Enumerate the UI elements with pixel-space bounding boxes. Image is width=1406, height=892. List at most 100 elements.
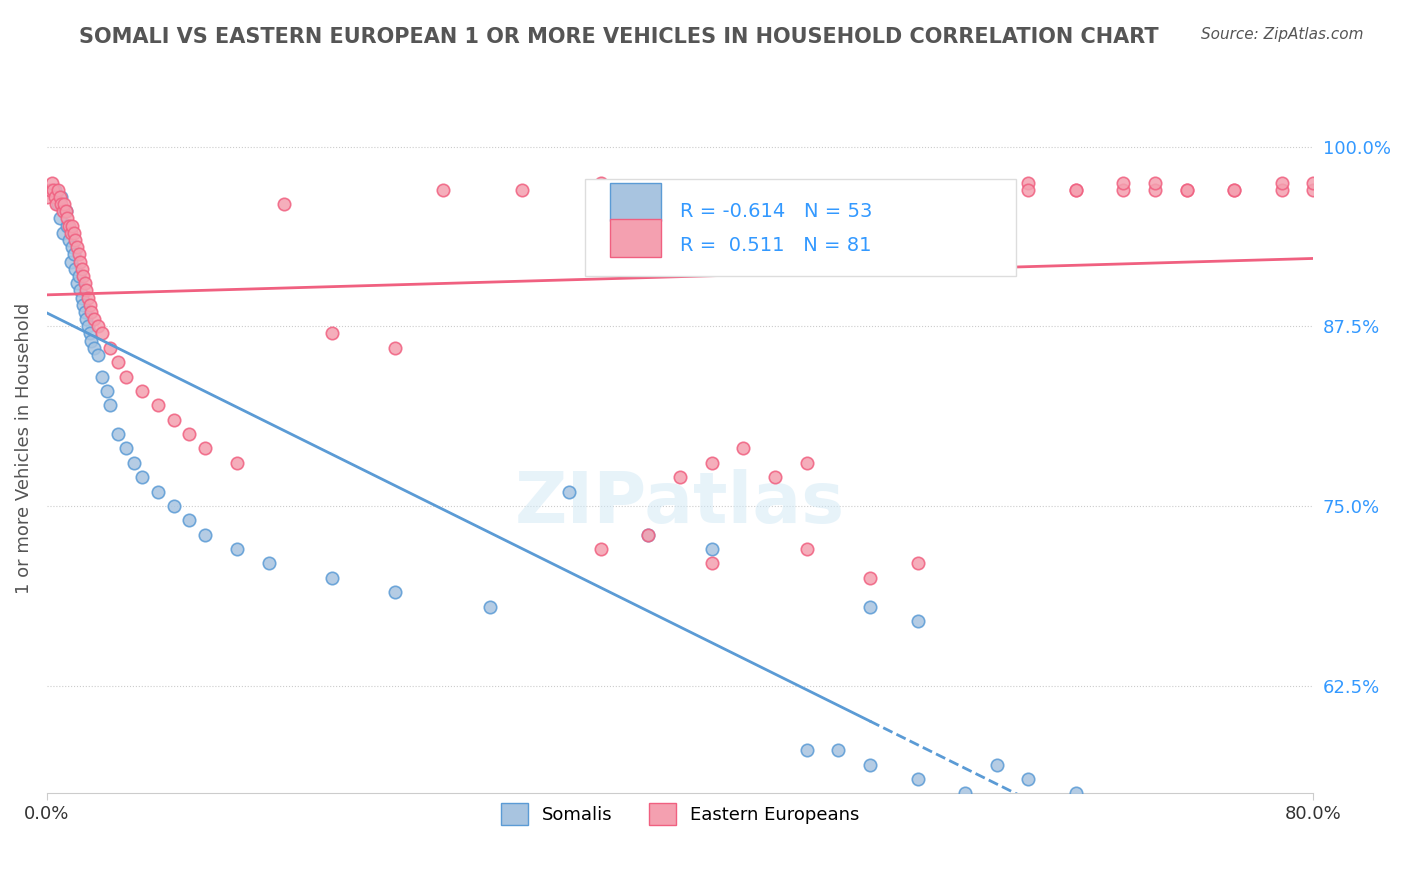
Point <box>194 527 217 541</box>
Point <box>98 341 121 355</box>
Point <box>39 183 62 197</box>
Point <box>49 190 72 204</box>
Point <box>1271 183 1294 197</box>
Point <box>48 190 70 204</box>
Point <box>733 442 755 456</box>
Point <box>55 204 77 219</box>
Point <box>953 183 976 197</box>
Point <box>52 226 75 240</box>
Point <box>107 427 129 442</box>
Point <box>60 240 83 254</box>
Point <box>1017 183 1039 197</box>
Point <box>70 261 93 276</box>
Point <box>65 261 87 276</box>
Point <box>69 284 91 298</box>
Point <box>225 542 247 557</box>
Point <box>1112 176 1135 190</box>
Point <box>1143 176 1166 190</box>
Point <box>321 571 343 585</box>
Point <box>72 298 94 312</box>
Point <box>58 219 80 233</box>
Point <box>41 176 63 190</box>
Point <box>86 348 108 362</box>
Text: R =  0.511   N = 81: R = 0.511 N = 81 <box>681 236 872 255</box>
Point <box>637 527 659 541</box>
Point <box>986 190 1008 204</box>
Point <box>73 276 96 290</box>
Point <box>79 326 101 341</box>
Point <box>46 183 69 197</box>
Point <box>48 211 70 226</box>
Point <box>827 743 849 757</box>
Point <box>70 291 93 305</box>
Point <box>42 183 65 197</box>
Point <box>66 276 89 290</box>
Point <box>859 571 882 585</box>
Point <box>907 614 929 628</box>
Point <box>91 326 114 341</box>
Point <box>77 291 100 305</box>
Point <box>510 183 533 197</box>
Point <box>115 369 138 384</box>
Point <box>62 247 84 261</box>
Y-axis label: 1 or more Vehicles in Household: 1 or more Vehicles in Household <box>15 302 32 594</box>
Point <box>796 542 818 557</box>
Point <box>669 183 692 197</box>
Text: Source: ZipAtlas.com: Source: ZipAtlas.com <box>1201 27 1364 42</box>
Point <box>58 233 80 247</box>
Point <box>321 326 343 341</box>
Point <box>56 211 79 226</box>
Legend: Somalis, Eastern Europeans: Somalis, Eastern Europeans <box>494 797 868 832</box>
Point <box>73 305 96 319</box>
Point <box>700 542 723 557</box>
Point <box>146 484 169 499</box>
Point <box>859 599 882 614</box>
Point <box>107 355 129 369</box>
Text: R = -0.614   N = 53: R = -0.614 N = 53 <box>681 202 873 220</box>
Point <box>194 442 217 456</box>
Point <box>1223 183 1246 197</box>
Point <box>1143 183 1166 197</box>
Point <box>1223 183 1246 197</box>
Point <box>907 183 929 197</box>
Point <box>1175 183 1198 197</box>
Point <box>384 585 406 599</box>
Text: ZIPatlas: ZIPatlas <box>515 469 845 538</box>
Point <box>75 312 97 326</box>
Point <box>986 757 1008 772</box>
Point <box>1175 183 1198 197</box>
Point <box>796 456 818 470</box>
FancyBboxPatch shape <box>585 179 1015 276</box>
Point <box>637 527 659 541</box>
Point <box>179 427 201 442</box>
Point <box>1017 176 1039 190</box>
Point <box>700 456 723 470</box>
Point <box>46 197 69 211</box>
Point <box>79 298 101 312</box>
Point <box>859 757 882 772</box>
Point <box>700 557 723 571</box>
Bar <box>610 219 661 257</box>
Point <box>907 772 929 786</box>
Point <box>162 499 184 513</box>
Point <box>669 470 692 484</box>
Point <box>44 190 66 204</box>
Point <box>60 219 83 233</box>
Point <box>432 183 454 197</box>
Point <box>131 470 153 484</box>
Point <box>67 268 90 283</box>
Point <box>65 233 87 247</box>
Point <box>257 557 280 571</box>
Point <box>763 470 786 484</box>
Point <box>53 197 76 211</box>
Point <box>1112 183 1135 197</box>
Point <box>589 542 612 557</box>
Point <box>59 254 82 268</box>
Point <box>907 557 929 571</box>
Point <box>75 284 97 298</box>
Point <box>748 183 770 197</box>
Point <box>122 456 145 470</box>
Point <box>56 219 79 233</box>
Point <box>273 197 295 211</box>
Point <box>66 240 89 254</box>
